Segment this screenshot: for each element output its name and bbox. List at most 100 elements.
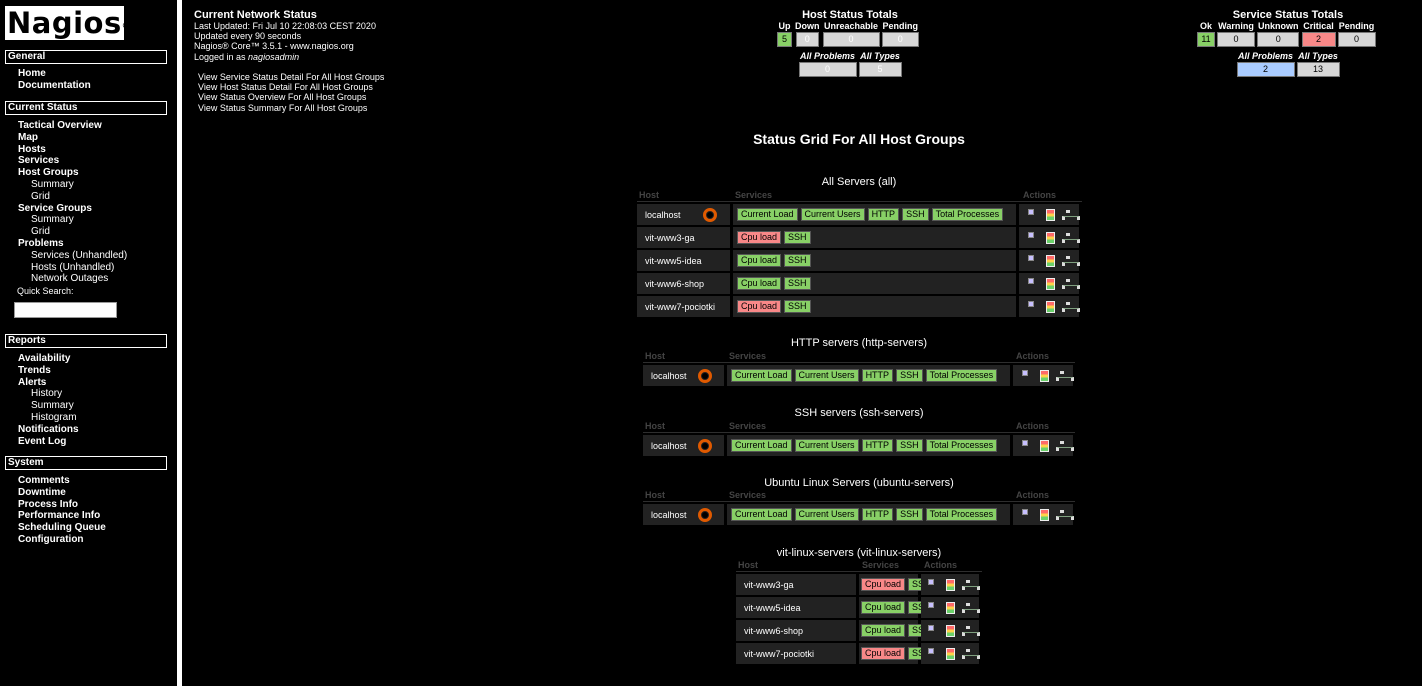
service-ssh[interactable]: SSH (784, 300, 811, 313)
host-up-count[interactable]: 5 (777, 32, 792, 47)
host-name[interactable]: localhost (651, 370, 687, 381)
svc-pending-count[interactable]: 0 (1337, 32, 1376, 47)
service-cpu-load[interactable]: Cpu load (737, 231, 782, 244)
host-name[interactable]: vit-www5-idea (744, 602, 801, 613)
host-name[interactable]: vit-www3-ga (645, 232, 695, 243)
service-current-load[interactable]: Current Load (731, 439, 792, 452)
extended-info-icon[interactable] (927, 647, 939, 660)
nav-trends[interactable]: Trends (18, 364, 51, 376)
host-name[interactable]: vit-www3-ga (744, 579, 794, 590)
service-current-users[interactable]: Current Users (800, 208, 865, 221)
extended-info-icon[interactable] (927, 578, 939, 591)
nav-hosts-unhandled[interactable]: Hosts (Unhandled) (31, 261, 115, 273)
service-cpu-load[interactable]: Cpu load (861, 601, 906, 614)
service-current-users[interactable]: Current Users (794, 439, 859, 452)
service-total-processes[interactable]: Total Processes (925, 369, 998, 382)
service-ssh[interactable]: SSH (896, 369, 923, 382)
nav-configuration[interactable]: Configuration (18, 533, 84, 545)
status-map-icon[interactable] (1056, 440, 1074, 452)
nav-performance-info[interactable]: Performance Info (18, 510, 101, 522)
nav-host-groups-grid[interactable]: Grid (31, 190, 50, 202)
nav-availability[interactable]: Availability (18, 353, 71, 364)
service-ssh[interactable]: SSH (784, 254, 811, 267)
service-total-processes[interactable]: Total Processes (925, 508, 998, 521)
host-name[interactable]: vit-www7-pociotki (744, 648, 815, 659)
link-service-status-detail[interactable]: View Service Status Detail For All Host … (198, 72, 385, 82)
service-detail-icon[interactable] (1040, 439, 1049, 452)
service-cpu-load[interactable]: Cpu load (861, 624, 906, 637)
host-name[interactable]: vit-www6-shop (744, 625, 804, 636)
nav-downtime[interactable]: Downtime (18, 486, 66, 498)
host-cell[interactable]: localhost (643, 365, 724, 386)
status-map-icon[interactable] (962, 579, 980, 591)
host-cell[interactable]: vit-www7-pociotki (736, 643, 856, 664)
host-name[interactable]: localhost (651, 509, 687, 520)
host-all-types-count[interactable]: 5 (858, 62, 902, 77)
status-map-icon[interactable] (1062, 301, 1080, 313)
host-name[interactable]: localhost (645, 209, 681, 220)
status-map-icon[interactable] (1062, 255, 1080, 267)
link-host-status-detail[interactable]: View Host Status Detail For All Host Gro… (198, 82, 373, 93)
extended-info-icon[interactable] (1027, 277, 1039, 290)
nav-comments[interactable]: Comments (18, 475, 70, 486)
extended-info-icon[interactable] (1027, 208, 1039, 221)
nav-alerts[interactable]: Alerts (18, 376, 47, 388)
service-cpu-load[interactable]: Cpu load (861, 647, 906, 660)
host-cell[interactable]: localhost (643, 435, 724, 456)
service-cpu-load[interactable]: Cpu load (737, 254, 782, 267)
host-cell[interactable]: vit-www6-shop (637, 273, 730, 294)
service-detail-icon[interactable] (946, 624, 955, 637)
service-ssh[interactable]: SSH (784, 231, 811, 244)
service-cpu-load[interactable]: Cpu load (737, 300, 782, 313)
nav-alerts-histogram[interactable]: Histogram (31, 411, 77, 423)
service-current-load[interactable]: Current Load (731, 508, 792, 521)
svc-all-types-count[interactable]: 13 (1296, 62, 1340, 77)
service-current-load[interactable]: Current Load (731, 369, 792, 382)
extended-info-icon[interactable] (1027, 300, 1039, 313)
host-name[interactable]: localhost (651, 440, 687, 451)
status-map-icon[interactable] (1062, 209, 1080, 221)
service-detail-icon[interactable] (1046, 208, 1055, 221)
status-map-icon[interactable] (962, 602, 980, 614)
nav-notifications[interactable]: Notifications (18, 423, 79, 435)
extended-info-icon[interactable] (1027, 231, 1039, 244)
extended-info-icon[interactable] (1021, 369, 1033, 382)
host-name[interactable]: vit-www5-idea (645, 255, 702, 266)
service-ssh[interactable]: SSH (902, 208, 929, 221)
host-pending-count[interactable]: 0 (881, 32, 919, 47)
status-map-icon[interactable] (1062, 278, 1080, 290)
service-current-users[interactable]: Current Users (794, 369, 859, 382)
nav-services[interactable]: Services (18, 155, 60, 167)
service-current-load[interactable]: Current Load (737, 208, 798, 221)
quick-search-input[interactable] (14, 302, 117, 318)
host-down-count[interactable]: 0 (795, 32, 819, 47)
service-total-processes[interactable]: Total Processes (931, 208, 1004, 221)
nav-alerts-history[interactable]: History (31, 388, 63, 400)
nav-event-log[interactable]: Event Log (18, 435, 67, 447)
host-cell[interactable]: localhost (637, 204, 730, 225)
service-detail-icon[interactable] (1046, 254, 1055, 267)
svc-critical-count[interactable]: 2 (1301, 32, 1336, 47)
group-title-ubuntu-servers[interactable]: Ubuntu Linux Servers (ubuntu-servers) (764, 477, 954, 489)
service-cpu-load[interactable]: Cpu load (737, 277, 782, 290)
host-unreachable-count[interactable]: 0 (822, 32, 880, 47)
host-cell[interactable]: vit-www5-idea (736, 597, 856, 618)
svc-warning-count[interactable]: 0 (1217, 32, 1255, 47)
host-cell[interactable]: vit-www6-shop (736, 620, 856, 641)
service-ssh[interactable]: SSH (896, 508, 923, 521)
status-map-icon[interactable] (962, 648, 980, 660)
service-detail-icon[interactable] (1046, 231, 1055, 244)
nav-documentation[interactable]: Documentation (18, 79, 91, 91)
service-current-users[interactable]: Current Users (794, 508, 859, 521)
host-cell[interactable]: vit-www5-idea (637, 250, 730, 271)
service-cpu-load[interactable]: Cpu load (861, 578, 906, 591)
service-http[interactable]: HTTP (867, 208, 900, 221)
group-title-all[interactable]: All Servers (all) (821, 176, 897, 188)
status-map-icon[interactable] (1056, 509, 1074, 521)
nav-home[interactable]: Home (18, 68, 46, 79)
status-map-icon[interactable] (1062, 232, 1080, 244)
host-cell[interactable]: vit-www7-pociotki (637, 296, 730, 317)
service-ssh[interactable]: SSH (896, 439, 923, 452)
link-status-summary[interactable]: View Status Summary For All Host Groups (198, 102, 368, 113)
nav-alerts-summary[interactable]: Summary (31, 400, 74, 412)
